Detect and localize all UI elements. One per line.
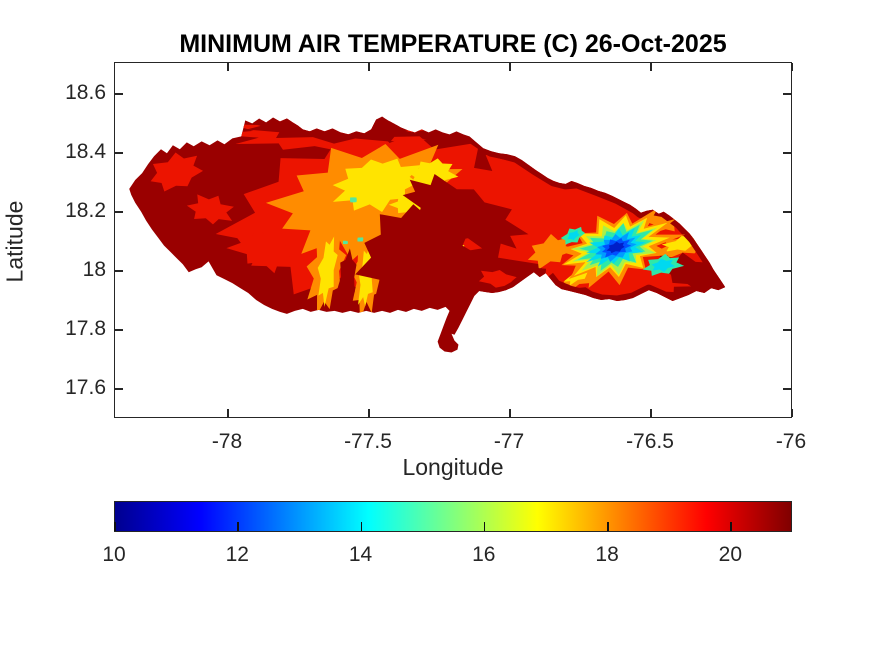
colorbar-tick xyxy=(114,522,116,531)
contour-band-maroon xyxy=(402,173,529,255)
y-axis-tick xyxy=(115,152,123,154)
y-axis-tick xyxy=(783,152,791,154)
y-axis-tick xyxy=(783,270,791,272)
y-axis-tick-label: 18.2 xyxy=(65,199,106,222)
colorbar-tick xyxy=(483,522,486,531)
y-axis-tick xyxy=(115,329,123,331)
contour-band-red xyxy=(226,228,304,274)
x-axis-title: Longitude xyxy=(402,454,504,480)
x-axis-tick-label: -76 xyxy=(775,430,807,453)
contour-band-maroon xyxy=(336,248,357,309)
southeast-coast-band xyxy=(544,272,726,307)
y-axis-tick-label: 18.6 xyxy=(65,81,106,104)
x-axis-tick xyxy=(227,409,229,417)
y-axis-tick xyxy=(783,329,791,331)
colorbar-tick xyxy=(360,522,363,531)
colorbar xyxy=(114,501,792,532)
x-axis-tick xyxy=(509,63,511,71)
y-axis-tick xyxy=(783,388,791,390)
y-axis-tick xyxy=(115,270,123,272)
y-axis-tick xyxy=(115,388,123,390)
contour-band-yellow xyxy=(317,236,338,307)
y-axis-tick xyxy=(783,93,791,95)
contour-band-pale_green xyxy=(349,197,357,203)
northeast-coast-band xyxy=(466,131,726,291)
y-axis-tick-label: 18.4 xyxy=(65,140,106,163)
x-axis-tick-label: -78 xyxy=(211,430,243,453)
colorbar-tick-label: 20 xyxy=(718,543,743,566)
x-axis-tick xyxy=(791,63,793,71)
jamaica-min-temp-map xyxy=(129,116,726,353)
x-axis-tick xyxy=(509,409,511,417)
y-axis-tick-label: 18 xyxy=(82,258,106,281)
y-axis-tick-label: 17.6 xyxy=(65,376,106,399)
colorbar-tick-label: 18 xyxy=(595,543,619,566)
y-axis-tick xyxy=(115,93,123,95)
colorbar-tick-label: 12 xyxy=(225,543,249,566)
y-axis-title: Latitude xyxy=(1,200,28,283)
contour-band-red xyxy=(478,270,517,289)
x-axis-tick-label: -77 xyxy=(493,430,525,453)
y-axis-tick-label: 17.8 xyxy=(65,317,106,340)
south-bay-band xyxy=(478,267,547,298)
x-axis-tick xyxy=(650,409,652,417)
contour-band-red xyxy=(150,152,204,192)
x-axis-tick xyxy=(227,63,229,71)
x-axis-tick xyxy=(368,63,370,71)
contour-band-red xyxy=(186,194,234,225)
colorbar-tick xyxy=(607,522,609,531)
colorbar-tick xyxy=(237,522,239,531)
contour-band-pale_green xyxy=(342,240,348,245)
x-axis-tick xyxy=(791,409,793,417)
blue-mountains-ring-cyan xyxy=(567,229,580,241)
plot-title: MINIMUM AIR TEMPERATURE (C) 26-Oct-2025 xyxy=(179,30,727,58)
x-axis-tick-label: -77.5 xyxy=(344,430,392,453)
colorbar-tick xyxy=(730,522,732,531)
contour-band-pale_green xyxy=(357,237,364,242)
colorbar-tick-label: 14 xyxy=(348,543,373,566)
colorbar-tick-label: 10 xyxy=(102,543,126,566)
contour-band-orange xyxy=(527,233,577,270)
y-axis-tick xyxy=(783,211,791,213)
blue-mountains-ring-cyan xyxy=(651,258,676,273)
x-axis-tick xyxy=(650,63,652,71)
x-axis-tick xyxy=(368,409,370,417)
colorbar-tick-label: 16 xyxy=(472,543,496,566)
plot-area xyxy=(114,62,793,418)
x-axis-tick-label: -76.5 xyxy=(626,430,674,453)
y-axis-tick xyxy=(115,211,123,213)
blue-mountains-ring-dark_blue xyxy=(606,241,625,254)
